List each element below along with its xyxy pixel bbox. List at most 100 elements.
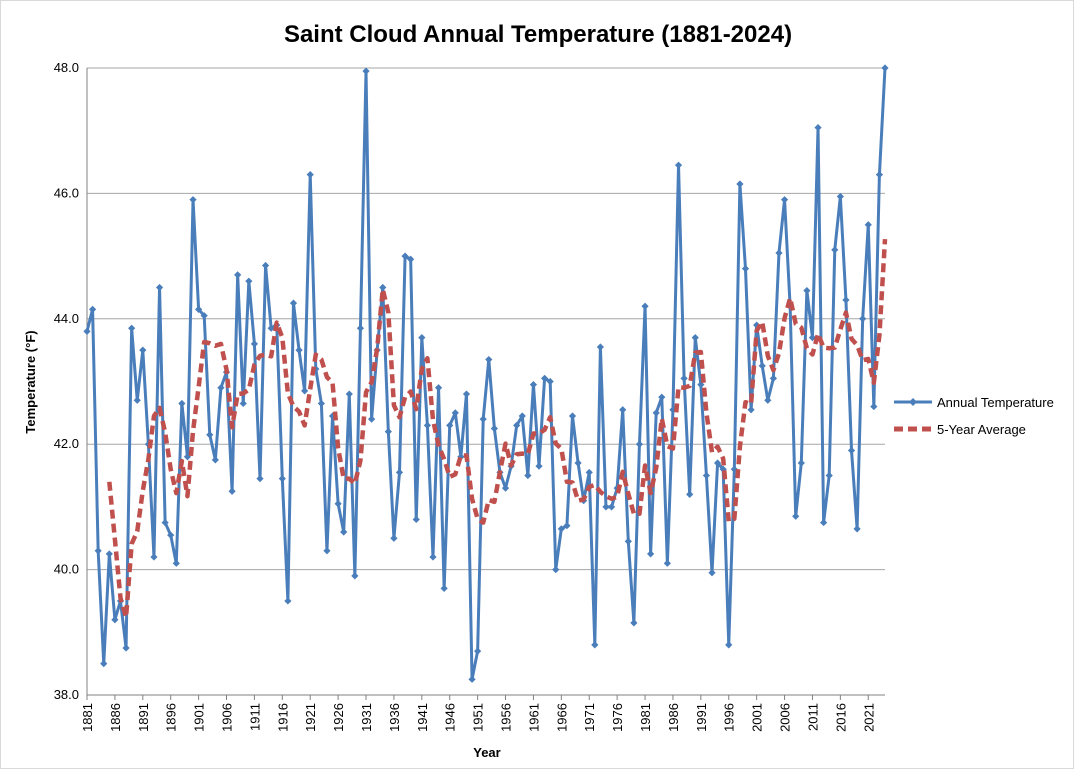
data-point-annual-temperature (206, 431, 214, 439)
x-tick-label: 1931 (359, 703, 374, 732)
x-tick-label: 1881 (80, 703, 95, 732)
data-point-annual-temperature (94, 547, 102, 555)
data-point-annual-temperature (680, 374, 688, 382)
data-point-annual-temperature (334, 500, 342, 508)
data-point-annual-temperature (535, 462, 543, 470)
data-point-annual-temperature (814, 123, 822, 132)
data-point-annual-temperature (200, 312, 208, 320)
y-tick-label: 40.0 (54, 562, 79, 577)
data-point-annual-temperature (301, 387, 309, 395)
data-point-annual-temperature (803, 286, 811, 295)
data-point-annual-temperature (462, 390, 471, 398)
x-tick-label: 1901 (192, 703, 207, 732)
data-point-annual-temperature (390, 534, 398, 542)
data-point-annual-temperature (306, 170, 314, 179)
data-point-annual-temperature (635, 440, 644, 448)
chart-title: Saint Cloud Annual Temperature (1881-202… (284, 21, 792, 48)
data-point-annual-temperature (356, 324, 365, 332)
data-point-annual-temperature (596, 343, 604, 351)
x-tick-label: 1891 (136, 703, 151, 732)
data-point-annual-temperature (261, 261, 270, 270)
data-point-annual-temperature (239, 399, 247, 408)
x-tick-label: 1921 (303, 703, 318, 732)
x-axis-title: Year (473, 745, 500, 760)
x-tick-label: 1896 (164, 703, 179, 732)
data-point-annual-temperature (836, 192, 844, 201)
data-point-annual-temperature (434, 384, 443, 392)
data-point-annual-temperature (574, 459, 582, 467)
data-series (83, 64, 889, 683)
data-point-annual-temperature (557, 525, 565, 533)
data-point-annual-temperature (641, 302, 649, 310)
data-point-annual-temperature (474, 647, 482, 655)
x-tick-label: 1926 (331, 703, 346, 732)
data-point-annual-temperature (775, 249, 783, 257)
data-point-annual-temperature (797, 459, 805, 467)
data-point-annual-temperature (457, 453, 465, 461)
data-point-annual-temperature (178, 399, 186, 408)
data-point-annual-temperature (691, 334, 699, 342)
data-point-annual-temperature (747, 406, 755, 414)
data-point-annual-temperature (708, 569, 716, 577)
x-tick-label: 1981 (638, 703, 653, 732)
x-tick-label: 1986 (666, 703, 681, 732)
data-point-annual-temperature (83, 327, 91, 335)
data-point-annual-temperature (546, 377, 554, 386)
y-axis-tick-labels: 38.0 40.0 42.0 44.0 46.0 48.0 (54, 60, 79, 702)
data-point-annual-temperature (501, 484, 510, 492)
data-point-annual-temperature (753, 321, 761, 329)
x-tick-label: 1951 (471, 703, 486, 732)
data-point-annual-temperature (128, 324, 136, 332)
data-point-annual-temperature (122, 644, 130, 652)
data-point-annual-temperature (825, 471, 833, 480)
legend-label-5-year-average: 5-Year Average (937, 422, 1026, 437)
data-point-annual-temperature (730, 465, 738, 473)
data-point-annual-temperature (624, 537, 632, 545)
data-point-annual-temperature (195, 305, 203, 313)
data-point-annual-temperature (379, 283, 387, 292)
data-point-annual-temperature (758, 362, 766, 370)
data-point-annual-temperature (468, 675, 476, 683)
data-point-annual-temperature (568, 412, 577, 420)
data-point-annual-temperature (764, 396, 772, 404)
data-point-annual-temperature (859, 315, 867, 323)
x-tick-label: 1991 (694, 703, 709, 732)
x-tick-label: 1996 (722, 703, 737, 732)
x-tick-label: 1941 (415, 703, 430, 732)
x-tick-label: 2021 (861, 703, 876, 732)
y-tick-label: 48.0 (54, 60, 79, 75)
data-point-annual-temperature (820, 518, 828, 527)
data-point-annual-temperature (228, 487, 236, 495)
x-tick-label: 1971 (582, 703, 597, 732)
data-point-annual-temperature (702, 471, 711, 480)
data-point-annual-temperature (524, 471, 532, 480)
data-point-annual-temperature (518, 412, 526, 420)
y-tick-label: 42.0 (54, 436, 79, 451)
data-point-annual-temperature (256, 475, 264, 483)
data-point-annual-temperature (451, 409, 459, 417)
data-point-annual-temperature (630, 619, 638, 627)
data-point-annual-temperature (713, 459, 722, 467)
data-point-annual-temperature (211, 456, 219, 464)
legend-marker-annual-temperature (909, 398, 917, 406)
data-point-annual-temperature (853, 525, 861, 533)
data-point-annual-temperature (446, 421, 454, 429)
data-point-annual-temperature (172, 559, 180, 567)
data-point-annual-temperature (490, 424, 498, 433)
data-point-annual-temperature (440, 584, 448, 593)
legend-label-annual-temperature: Annual Temperature (937, 395, 1054, 410)
data-point-annual-temperature (217, 384, 225, 392)
data-point-annual-temperature (663, 559, 671, 567)
data-point-annual-temperature (875, 170, 884, 179)
data-point-annual-temperature (189, 196, 197, 204)
data-point-annual-temperature (401, 252, 409, 260)
data-point-annual-temperature (328, 412, 337, 420)
axes (86, 68, 885, 700)
data-point-annual-temperature (674, 161, 683, 169)
data-point-annual-temperature (847, 446, 856, 455)
data-point-annual-temperature (769, 374, 777, 382)
data-point-annual-temperature (150, 553, 158, 561)
data-point-annual-temperature (563, 522, 571, 530)
